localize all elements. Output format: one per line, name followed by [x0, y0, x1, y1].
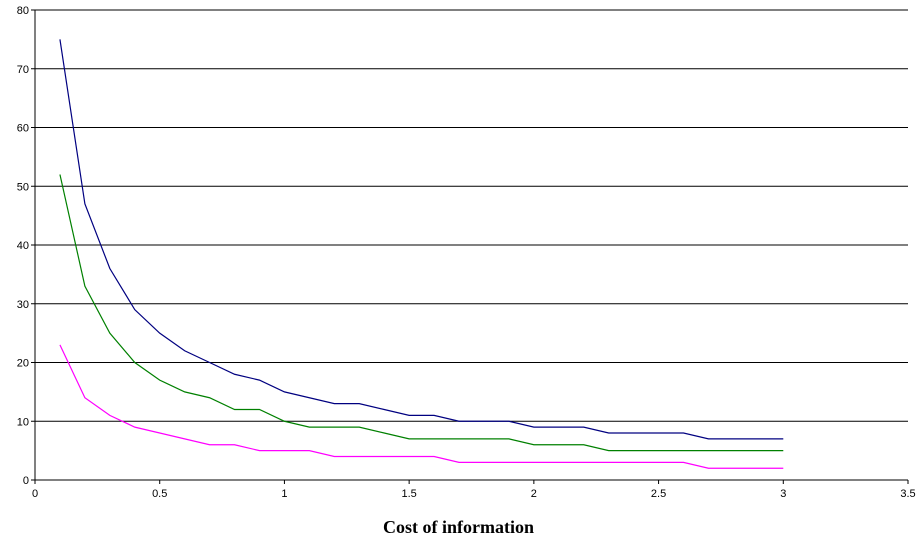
x-tick-label: 2 [531, 488, 537, 500]
y-tick-label: 70 [17, 64, 29, 76]
y-tick-label: 10 [17, 416, 29, 428]
x-tick-label: 0 [32, 488, 38, 500]
series-lines [59, 39, 784, 469]
x-tick-label: 1 [281, 488, 287, 500]
y-tick-label: 20 [17, 358, 29, 370]
y-tick-labels: 0 10 20 30 40 50 60 70 80 [17, 5, 29, 487]
x-tick-label: 1.5 [401, 488, 416, 500]
x-axis-label: Cost of information [383, 517, 534, 537]
x-tick-label: 3.5 [900, 488, 915, 500]
y-tick-label: 60 [17, 123, 29, 135]
y-tick-label: 30 [17, 299, 29, 311]
gridlines [35, 9, 908, 422]
y-tick-label: 40 [17, 240, 29, 252]
x-tick-label: 3 [780, 488, 786, 500]
series-line-1 [59, 39, 784, 440]
y-tick-label: 50 [17, 181, 29, 193]
x-tick-label: 0.5 [152, 488, 167, 500]
series-line-3 [59, 344, 784, 469]
series-line-2 [59, 174, 784, 452]
x-tick-label: 2.5 [651, 488, 666, 500]
y-tick-label: 80 [17, 5, 29, 17]
axes [31, 9, 909, 484]
y-tick-label: 0 [23, 475, 29, 487]
x-tick-labels: 0 0.5 1 1.5 2 2.5 3 3.5 [32, 488, 916, 500]
